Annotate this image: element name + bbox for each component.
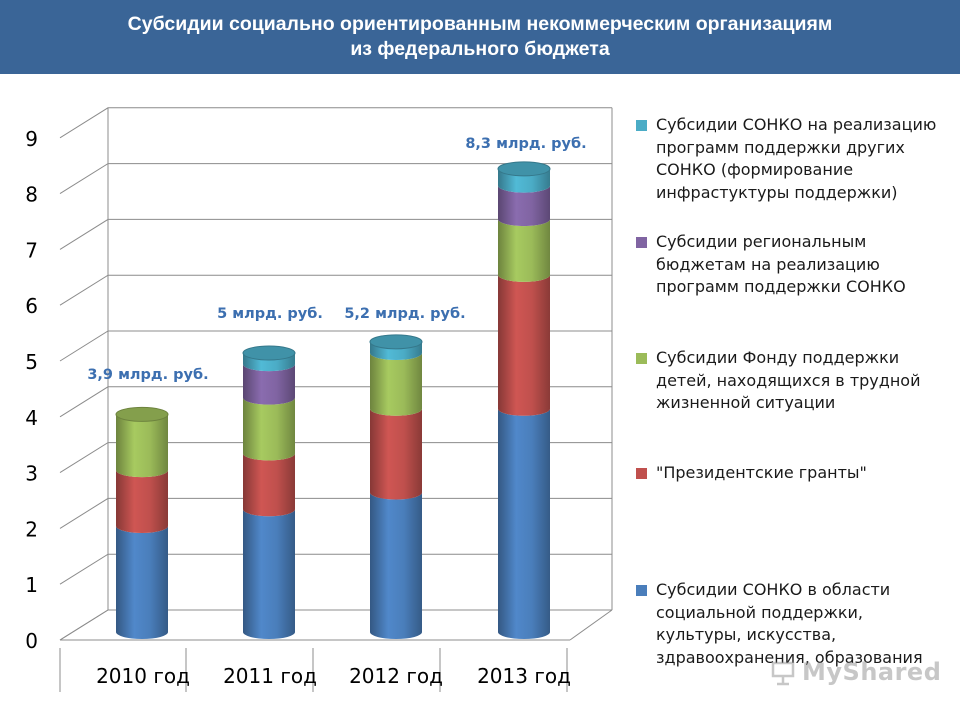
bar-segment <box>370 492 422 639</box>
bar-segment <box>243 453 295 517</box>
chart-bars <box>115 161 551 639</box>
x-category-label: 2012 год <box>349 664 443 688</box>
x-category-label: 2010 год <box>96 664 190 688</box>
legend-label-children-fund: Субсидии Фонду поддержки детей, находящи… <box>656 348 921 412</box>
bar-segment <box>116 414 168 478</box>
bar-segment <box>116 525 168 639</box>
y-tick-label: 6 <box>25 294 38 318</box>
total-labels: 3,9 млрд. руб. 5 млрд. руб. 5,2 млрд. руб.… <box>87 136 586 383</box>
watermark: MyShared <box>770 658 941 690</box>
bar-top-cap <box>115 406 169 422</box>
y-tick-label: 0 <box>25 629 38 653</box>
bar-segment <box>498 168 550 193</box>
legend-swatch-presidential-grants <box>636 468 647 479</box>
y-tick-label: 9 <box>25 127 38 151</box>
x-category-label: 2013 год <box>477 664 571 688</box>
legend-label-presidential-grants: "Президентские гранты" <box>656 463 867 482</box>
y-tick-label: 5 <box>25 350 38 374</box>
legend-swatch-infrastructure <box>636 120 647 131</box>
total-label: 8,3 млрд. руб. <box>465 136 586 152</box>
floor-right-edge <box>569 609 613 641</box>
legend-swatch-children-fund <box>636 353 647 364</box>
bar-segment <box>243 364 295 405</box>
bar-top-cap <box>242 345 296 361</box>
bar-segment <box>498 185 550 227</box>
title-banner: Субсидии социально ориентированным неком… <box>0 0 960 74</box>
y-tick-label: 4 <box>25 406 38 430</box>
bar-segment <box>243 397 295 461</box>
legend-swatch-regional-budgets <box>636 237 647 248</box>
bar-segment <box>498 274 550 416</box>
y-tick-label: 7 <box>25 238 38 262</box>
page-title-line-2: из федерального бюджета <box>350 38 610 60</box>
presentation-board-icon <box>771 661 795 686</box>
legend-label-infrastructure: Субсидии СОНКО на реализацию программ по… <box>656 115 937 202</box>
bar-segment <box>370 408 422 500</box>
y-tick-label: 3 <box>25 462 38 486</box>
chart-legend: Субсидии СОНКО на реализацию программ по… <box>632 114 952 674</box>
y-tick-label: 1 <box>25 573 38 597</box>
x-category-label: 2011 год <box>223 664 317 688</box>
total-label: 3,9 млрд. руб. <box>87 367 208 383</box>
legend-label-social-support: Субсидии СОНКО в области социальной подд… <box>656 580 923 667</box>
bar-segment <box>498 219 550 282</box>
legend-swatch-social-support <box>636 585 647 596</box>
page-title-line-1: Субсидии социально ориентированным неком… <box>127 13 833 35</box>
y-axis-ticks: 0 1 2 3 4 5 6 7 8 9 <box>25 127 38 653</box>
bar-segment <box>243 353 295 372</box>
legend-label-regional-budgets: Субсидии региональным бюджетам на реализ… <box>656 232 906 296</box>
bar-segment <box>370 353 422 416</box>
y-tick-label: 2 <box>25 517 38 541</box>
y-tick-label: 8 <box>25 183 38 207</box>
bar-segment <box>498 408 550 639</box>
bar-segment <box>370 341 422 360</box>
gridline <box>59 107 612 139</box>
bar-top-cap <box>369 334 423 350</box>
x-axis-category-labels: 2010 год 2011 год 2012 год 2013 год <box>59 648 571 692</box>
bar-segment <box>116 470 168 533</box>
total-label: 5 млрд. руб. <box>217 306 323 322</box>
chart-grid <box>59 107 613 641</box>
total-label: 5,2 млрд. руб. <box>344 306 465 322</box>
bar-top-cap <box>497 161 551 177</box>
watermark-text: MyShared <box>802 658 942 686</box>
bar-segment <box>243 509 295 639</box>
